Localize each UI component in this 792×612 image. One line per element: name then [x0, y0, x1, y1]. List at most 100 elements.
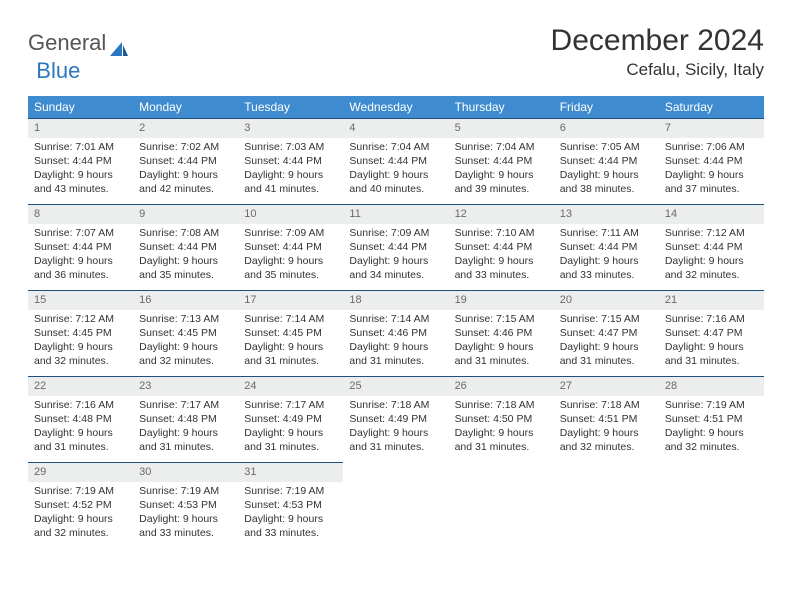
location: Cefalu, Sicily, Italy — [551, 60, 764, 80]
calendar-cell — [449, 463, 554, 549]
sunset-line: Sunset: 4:44 PM — [139, 240, 232, 254]
col-thursday: Thursday — [449, 96, 554, 119]
cell-inner: 22Sunrise: 7:16 AMSunset: 4:48 PMDayligh… — [28, 377, 133, 459]
sunrise-line: Sunrise: 7:09 AM — [349, 226, 442, 240]
cell-inner: 6Sunrise: 7:05 AMSunset: 4:44 PMDaylight… — [554, 119, 659, 201]
sunrise-line: Sunrise: 7:01 AM — [34, 140, 127, 154]
sunrise-line: Sunrise: 7:05 AM — [560, 140, 653, 154]
daylight-line: Daylight: 9 hours and 31 minutes. — [34, 426, 127, 454]
sunrise-line: Sunrise: 7:18 AM — [560, 398, 653, 412]
day-number: 19 — [449, 291, 554, 310]
daylight-line: Daylight: 9 hours and 40 minutes. — [349, 168, 442, 196]
daylight-line: Daylight: 9 hours and 43 minutes. — [34, 168, 127, 196]
logo-text-blue: Blue — [36, 58, 80, 84]
sunrise-line: Sunrise: 7:16 AM — [34, 398, 127, 412]
day-detail: Sunrise: 7:16 AMSunset: 4:47 PMDaylight:… — [659, 310, 764, 373]
daylight-line: Daylight: 9 hours and 32 minutes. — [139, 340, 232, 368]
daylight-line: Daylight: 9 hours and 41 minutes. — [244, 168, 337, 196]
day-number: 8 — [28, 205, 133, 224]
daylight-line: Daylight: 9 hours and 35 minutes. — [139, 254, 232, 282]
day-number: 30 — [133, 463, 238, 482]
daylight-line: Daylight: 9 hours and 32 minutes. — [34, 340, 127, 368]
day-detail: Sunrise: 7:02 AMSunset: 4:44 PMDaylight:… — [133, 138, 238, 201]
cell-inner: 27Sunrise: 7:18 AMSunset: 4:51 PMDayligh… — [554, 377, 659, 459]
day-number: 14 — [659, 205, 764, 224]
calendar-cell: 19Sunrise: 7:15 AMSunset: 4:46 PMDayligh… — [449, 291, 554, 377]
cell-inner: 25Sunrise: 7:18 AMSunset: 4:49 PMDayligh… — [343, 377, 448, 459]
day-detail: Sunrise: 7:15 AMSunset: 4:47 PMDaylight:… — [554, 310, 659, 373]
sunrise-line: Sunrise: 7:19 AM — [34, 484, 127, 498]
sail-icon — [110, 36, 128, 50]
sunset-line: Sunset: 4:49 PM — [349, 412, 442, 426]
sunrise-line: Sunrise: 7:09 AM — [244, 226, 337, 240]
logo-text-general: General — [28, 30, 106, 56]
calendar-row: 22Sunrise: 7:16 AMSunset: 4:48 PMDayligh… — [28, 377, 764, 463]
sunset-line: Sunset: 4:44 PM — [244, 240, 337, 254]
sunrise-line: Sunrise: 7:18 AM — [455, 398, 548, 412]
sunset-line: Sunset: 4:48 PM — [139, 412, 232, 426]
sunrise-line: Sunrise: 7:04 AM — [455, 140, 548, 154]
day-detail: Sunrise: 7:04 AMSunset: 4:44 PMDaylight:… — [449, 138, 554, 201]
title-block: December 2024 Cefalu, Sicily, Italy — [551, 18, 764, 86]
daylight-line: Daylight: 9 hours and 35 minutes. — [244, 254, 337, 282]
cell-inner: 28Sunrise: 7:19 AMSunset: 4:51 PMDayligh… — [659, 377, 764, 459]
sunset-line: Sunset: 4:44 PM — [349, 240, 442, 254]
sunrise-line: Sunrise: 7:10 AM — [455, 226, 548, 240]
cell-inner: 17Sunrise: 7:14 AMSunset: 4:45 PMDayligh… — [238, 291, 343, 373]
cell-inner: 24Sunrise: 7:17 AMSunset: 4:49 PMDayligh… — [238, 377, 343, 459]
sunset-line: Sunset: 4:44 PM — [349, 154, 442, 168]
day-number: 29 — [28, 463, 133, 482]
day-header-row: Sunday Monday Tuesday Wednesday Thursday… — [28, 96, 764, 119]
col-friday: Friday — [554, 96, 659, 119]
cell-inner: 3Sunrise: 7:03 AMSunset: 4:44 PMDaylight… — [238, 119, 343, 201]
day-detail: Sunrise: 7:19 AMSunset: 4:52 PMDaylight:… — [28, 482, 133, 545]
daylight-line: Daylight: 9 hours and 31 minutes. — [560, 340, 653, 368]
day-detail: Sunrise: 7:14 AMSunset: 4:46 PMDaylight:… — [343, 310, 448, 373]
cell-inner: 11Sunrise: 7:09 AMSunset: 4:44 PMDayligh… — [343, 205, 448, 287]
cell-inner: 5Sunrise: 7:04 AMSunset: 4:44 PMDaylight… — [449, 119, 554, 201]
day-number: 25 — [343, 377, 448, 396]
sunset-line: Sunset: 4:44 PM — [665, 154, 758, 168]
day-number: 4 — [343, 119, 448, 138]
col-sunday: Sunday — [28, 96, 133, 119]
daylight-line: Daylight: 9 hours and 39 minutes. — [455, 168, 548, 196]
cell-inner: 26Sunrise: 7:18 AMSunset: 4:50 PMDayligh… — [449, 377, 554, 459]
cell-inner: 1Sunrise: 7:01 AMSunset: 4:44 PMDaylight… — [28, 119, 133, 201]
daylight-line: Daylight: 9 hours and 31 minutes. — [139, 426, 232, 454]
sunrise-line: Sunrise: 7:02 AM — [139, 140, 232, 154]
sunrise-line: Sunrise: 7:03 AM — [244, 140, 337, 154]
calendar-cell: 23Sunrise: 7:17 AMSunset: 4:48 PMDayligh… — [133, 377, 238, 463]
day-number: 23 — [133, 377, 238, 396]
month-title: December 2024 — [551, 24, 764, 58]
calendar-row: 29Sunrise: 7:19 AMSunset: 4:52 PMDayligh… — [28, 463, 764, 549]
sunset-line: Sunset: 4:53 PM — [139, 498, 232, 512]
daylight-line: Daylight: 9 hours and 42 minutes. — [139, 168, 232, 196]
logo: General — [28, 18, 130, 56]
day-detail: Sunrise: 7:14 AMSunset: 4:45 PMDaylight:… — [238, 310, 343, 373]
daylight-line: Daylight: 9 hours and 31 minutes. — [455, 426, 548, 454]
day-number: 3 — [238, 119, 343, 138]
calendar-row: 8Sunrise: 7:07 AMSunset: 4:44 PMDaylight… — [28, 205, 764, 291]
calendar-cell: 31Sunrise: 7:19 AMSunset: 4:53 PMDayligh… — [238, 463, 343, 549]
daylight-line: Daylight: 9 hours and 31 minutes. — [349, 340, 442, 368]
col-saturday: Saturday — [659, 96, 764, 119]
calendar-cell: 17Sunrise: 7:14 AMSunset: 4:45 PMDayligh… — [238, 291, 343, 377]
day-detail: Sunrise: 7:17 AMSunset: 4:48 PMDaylight:… — [133, 396, 238, 459]
sunset-line: Sunset: 4:44 PM — [455, 154, 548, 168]
sunrise-line: Sunrise: 7:11 AM — [560, 226, 653, 240]
calendar-cell: 7Sunrise: 7:06 AMSunset: 4:44 PMDaylight… — [659, 119, 764, 205]
daylight-line: Daylight: 9 hours and 32 minutes. — [34, 512, 127, 540]
sunset-line: Sunset: 4:49 PM — [244, 412, 337, 426]
calendar-cell: 28Sunrise: 7:19 AMSunset: 4:51 PMDayligh… — [659, 377, 764, 463]
sunset-line: Sunset: 4:44 PM — [455, 240, 548, 254]
cell-inner: 13Sunrise: 7:11 AMSunset: 4:44 PMDayligh… — [554, 205, 659, 287]
sunset-line: Sunset: 4:44 PM — [139, 154, 232, 168]
daylight-line: Daylight: 9 hours and 32 minutes. — [560, 426, 653, 454]
sunset-line: Sunset: 4:47 PM — [560, 326, 653, 340]
day-number: 9 — [133, 205, 238, 224]
day-number: 28 — [659, 377, 764, 396]
sunrise-line: Sunrise: 7:12 AM — [34, 312, 127, 326]
sunset-line: Sunset: 4:44 PM — [34, 154, 127, 168]
day-detail: Sunrise: 7:06 AMSunset: 4:44 PMDaylight:… — [659, 138, 764, 201]
cell-inner: 21Sunrise: 7:16 AMSunset: 4:47 PMDayligh… — [659, 291, 764, 373]
